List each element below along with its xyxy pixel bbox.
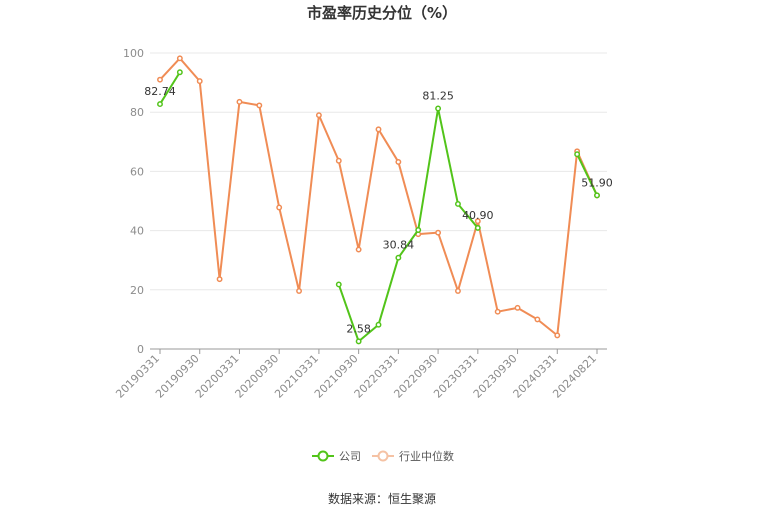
legend-label: 公司 — [339, 450, 361, 463]
data-point — [355, 246, 362, 253]
data-point — [594, 192, 600, 199]
data-point — [375, 321, 382, 328]
data-point — [435, 229, 442, 236]
data-point — [494, 308, 501, 315]
series-0 — [157, 69, 600, 345]
data-point — [256, 102, 263, 109]
x-tick-label: 20240821 — [550, 352, 599, 401]
legend[interactable]: 公司 行业中位数 — [312, 449, 454, 463]
data-point — [157, 76, 163, 83]
data-point — [335, 157, 342, 164]
data-point — [395, 158, 402, 165]
data-point — [534, 316, 541, 323]
data-point — [157, 101, 163, 108]
y-tick-label: 40 — [130, 225, 144, 238]
chart-title: 市盈率历史分位（%） — [307, 4, 457, 22]
grid-layer — [150, 52, 607, 291]
data-source-label: 数据来源：恒生聚源 — [328, 491, 436, 506]
data-point — [176, 55, 183, 62]
y-tick-label: 60 — [130, 165, 144, 178]
legend-marker — [377, 450, 389, 462]
legend-label: 行业中位数 — [399, 449, 454, 463]
data-point — [455, 288, 461, 294]
data-point — [315, 112, 322, 119]
data-point — [176, 69, 183, 76]
data-point — [355, 338, 362, 345]
data-point — [554, 332, 561, 339]
data-label: 81.25 — [422, 90, 454, 103]
data-point — [335, 281, 342, 288]
y-tick-label: 80 — [130, 106, 144, 119]
data-point — [474, 218, 481, 225]
data-label: 82.74 — [144, 85, 176, 98]
data-label-layer: 82.74 2.58 30.84 81.25 40.90 51.90 — [144, 85, 613, 335]
data-point — [455, 201, 461, 207]
data-point — [296, 288, 302, 294]
axis-layer: 0204060801002019033120190930202003312020… — [113, 47, 607, 401]
data-label: 51.90 — [581, 176, 613, 189]
data-point — [395, 254, 402, 261]
data-point — [574, 151, 581, 158]
series-1 — [157, 55, 600, 339]
legend-item-1[interactable]: 行业中位数 — [372, 449, 454, 463]
data-point — [375, 126, 382, 133]
y-tick-label: 100 — [123, 47, 144, 60]
series-layer — [157, 55, 600, 345]
data-point — [474, 224, 481, 231]
data-point — [196, 78, 203, 85]
data-point — [415, 227, 422, 233]
data-point — [276, 204, 283, 211]
y-tick-label: 0 — [137, 343, 144, 356]
series-line — [159, 57, 598, 337]
data-point — [514, 304, 521, 311]
legend-item-0[interactable]: 公司 — [312, 450, 361, 463]
data-point — [216, 276, 223, 283]
legend-marker — [317, 450, 329, 462]
data-point — [435, 105, 442, 112]
data-label: 2.58 — [346, 322, 371, 335]
data-label: 30.84 — [383, 239, 415, 252]
y-tick-label: 20 — [130, 284, 144, 297]
data-point — [236, 98, 243, 105]
data-label: 40.90 — [462, 209, 494, 222]
series-line — [159, 71, 598, 343]
